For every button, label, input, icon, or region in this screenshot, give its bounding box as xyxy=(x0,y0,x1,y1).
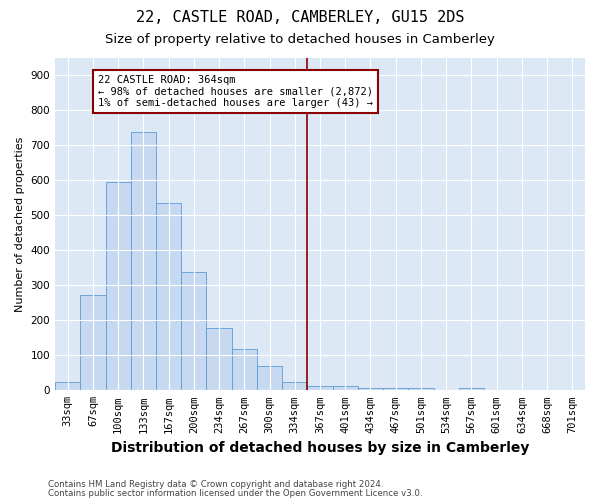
Bar xyxy=(131,132,156,390)
Bar xyxy=(383,388,409,390)
Bar xyxy=(409,388,434,390)
Bar xyxy=(55,382,80,390)
Bar xyxy=(232,349,257,391)
Text: 22 CASTLE ROAD: 364sqm
← 98% of detached houses are smaller (2,872)
1% of semi-d: 22 CASTLE ROAD: 364sqm ← 98% of detached… xyxy=(98,75,373,108)
Text: Size of property relative to detached houses in Camberley: Size of property relative to detached ho… xyxy=(105,32,495,46)
Bar xyxy=(459,388,484,390)
Bar xyxy=(282,382,307,390)
Bar xyxy=(257,366,282,390)
Bar xyxy=(80,295,106,390)
Bar xyxy=(358,388,383,390)
Text: Contains HM Land Registry data © Crown copyright and database right 2024.: Contains HM Land Registry data © Crown c… xyxy=(48,480,383,489)
X-axis label: Distribution of detached houses by size in Camberley: Distribution of detached houses by size … xyxy=(111,441,529,455)
Bar xyxy=(106,182,131,390)
Y-axis label: Number of detached properties: Number of detached properties xyxy=(15,136,25,312)
Text: 22, CASTLE ROAD, CAMBERLEY, GU15 2DS: 22, CASTLE ROAD, CAMBERLEY, GU15 2DS xyxy=(136,10,464,25)
Text: Contains public sector information licensed under the Open Government Licence v3: Contains public sector information licen… xyxy=(48,490,422,498)
Bar xyxy=(206,328,232,390)
Bar xyxy=(332,386,358,390)
Bar xyxy=(307,386,332,390)
Bar xyxy=(181,272,206,390)
Bar xyxy=(156,203,181,390)
